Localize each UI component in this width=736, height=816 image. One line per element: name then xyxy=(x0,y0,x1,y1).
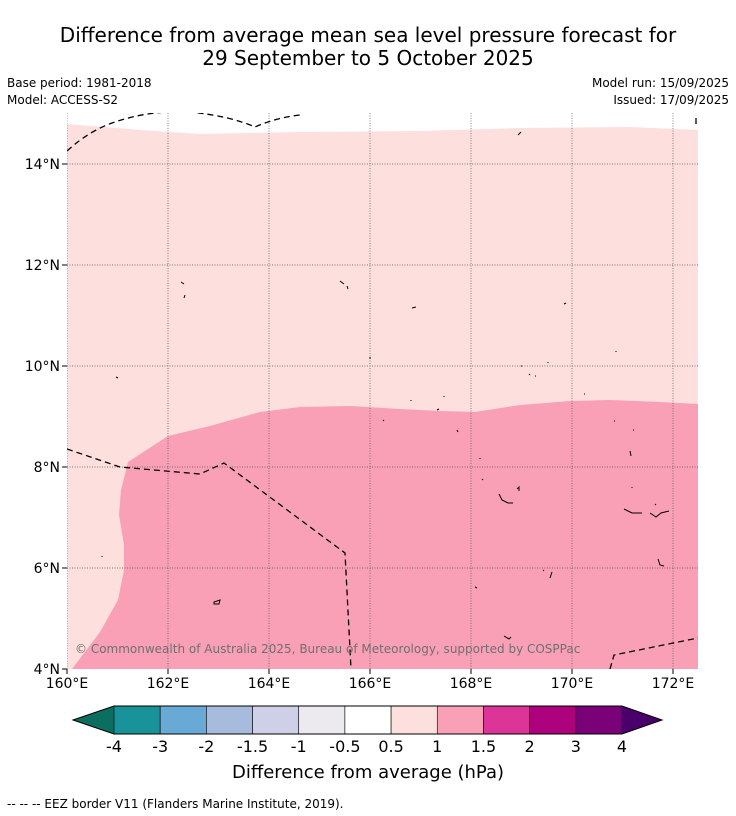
x-tick-label: 168°E xyxy=(450,676,493,692)
model-name: Model: ACCESS-S2 xyxy=(7,93,119,107)
copyright-notice: © Commonwealth of Australia 2025, Bureau… xyxy=(75,642,580,656)
axis-ticks xyxy=(62,163,674,674)
colorbar-tick-label: -2 xyxy=(198,737,214,756)
colorbar-cell xyxy=(252,705,300,735)
colorbar-tick-label: 3 xyxy=(571,737,581,756)
x-tick-label: 172°E xyxy=(652,676,695,692)
colorbar-tick-label: -1.5 xyxy=(237,737,268,756)
y-tick-label: 12°N xyxy=(25,258,60,274)
map-area: © Commonwealth of Australia 2025, Bureau… xyxy=(67,113,698,669)
colorbar-tick-label: -1 xyxy=(291,737,307,756)
colorbar-extend-low xyxy=(73,706,114,734)
colorbar-cell xyxy=(298,705,346,735)
y-tick-label: 6°N xyxy=(34,561,60,577)
colorbar-tick-label: 1.5 xyxy=(471,737,496,756)
y-tick-label: 10°N xyxy=(25,359,60,375)
eez-border-note: -- -- -- EEZ border V11 (Flanders Marine… xyxy=(7,797,344,811)
map-title-line1: Difference from average mean sea level p… xyxy=(59,23,677,47)
colorbar-cell xyxy=(529,705,577,735)
anomaly-region-1-1.5 xyxy=(72,400,698,669)
base-period: Base period: 1981-2018 xyxy=(7,76,152,90)
islands xyxy=(101,131,670,640)
y-tick-label: 14°N xyxy=(25,157,60,173)
colorbar-cell xyxy=(344,705,392,735)
colorbar-cell xyxy=(390,705,438,735)
colorbar-tick-label: 0.5 xyxy=(378,737,403,756)
colorbar-cell xyxy=(159,705,207,735)
y-tick-label: 8°N xyxy=(34,460,60,476)
x-tick-label: 162°E xyxy=(147,676,190,692)
colorbar: -4 -3 -2 -1.5 -1 -0.5 0.5 1 1.5 2 3 4 Difference fr… xyxy=(71,705,664,783)
model-run: Model run: 15/09/2025 xyxy=(591,76,729,90)
colorbar-tick-label: 2 xyxy=(525,737,535,756)
map-title-line2: 29 September to 5 October 2025 xyxy=(202,46,534,70)
colorbar-tick-label: -4 xyxy=(106,737,122,756)
colorbar-cell xyxy=(113,705,161,735)
issued-date: Issued: 17/09/2025 xyxy=(613,93,729,107)
colorbar-cell xyxy=(206,705,253,735)
colorbar-extend-high xyxy=(622,706,662,734)
colorbar-tick-label: -3 xyxy=(152,737,168,756)
x-tick-label: 166°E xyxy=(349,676,392,692)
y-tick-label: 4°N xyxy=(34,662,60,678)
gridlines xyxy=(67,113,698,669)
colorbar-cell xyxy=(483,705,530,735)
x-tick-label: 170°E xyxy=(551,676,594,692)
colorbar-tick-label: -0.5 xyxy=(329,737,360,756)
eez-borders xyxy=(67,113,698,669)
colorbar-cell xyxy=(436,705,484,735)
colorbar-cell xyxy=(575,705,623,735)
colorbar-tick-label: 1 xyxy=(432,737,442,756)
colorbar-cells xyxy=(113,705,623,735)
x-tick-label: 164°E xyxy=(248,676,291,692)
colorbar-tick-label: 4 xyxy=(617,737,627,756)
colorbar-title: Difference from average (hPa) xyxy=(232,762,504,783)
x-tick-label: 160°E xyxy=(46,676,89,692)
